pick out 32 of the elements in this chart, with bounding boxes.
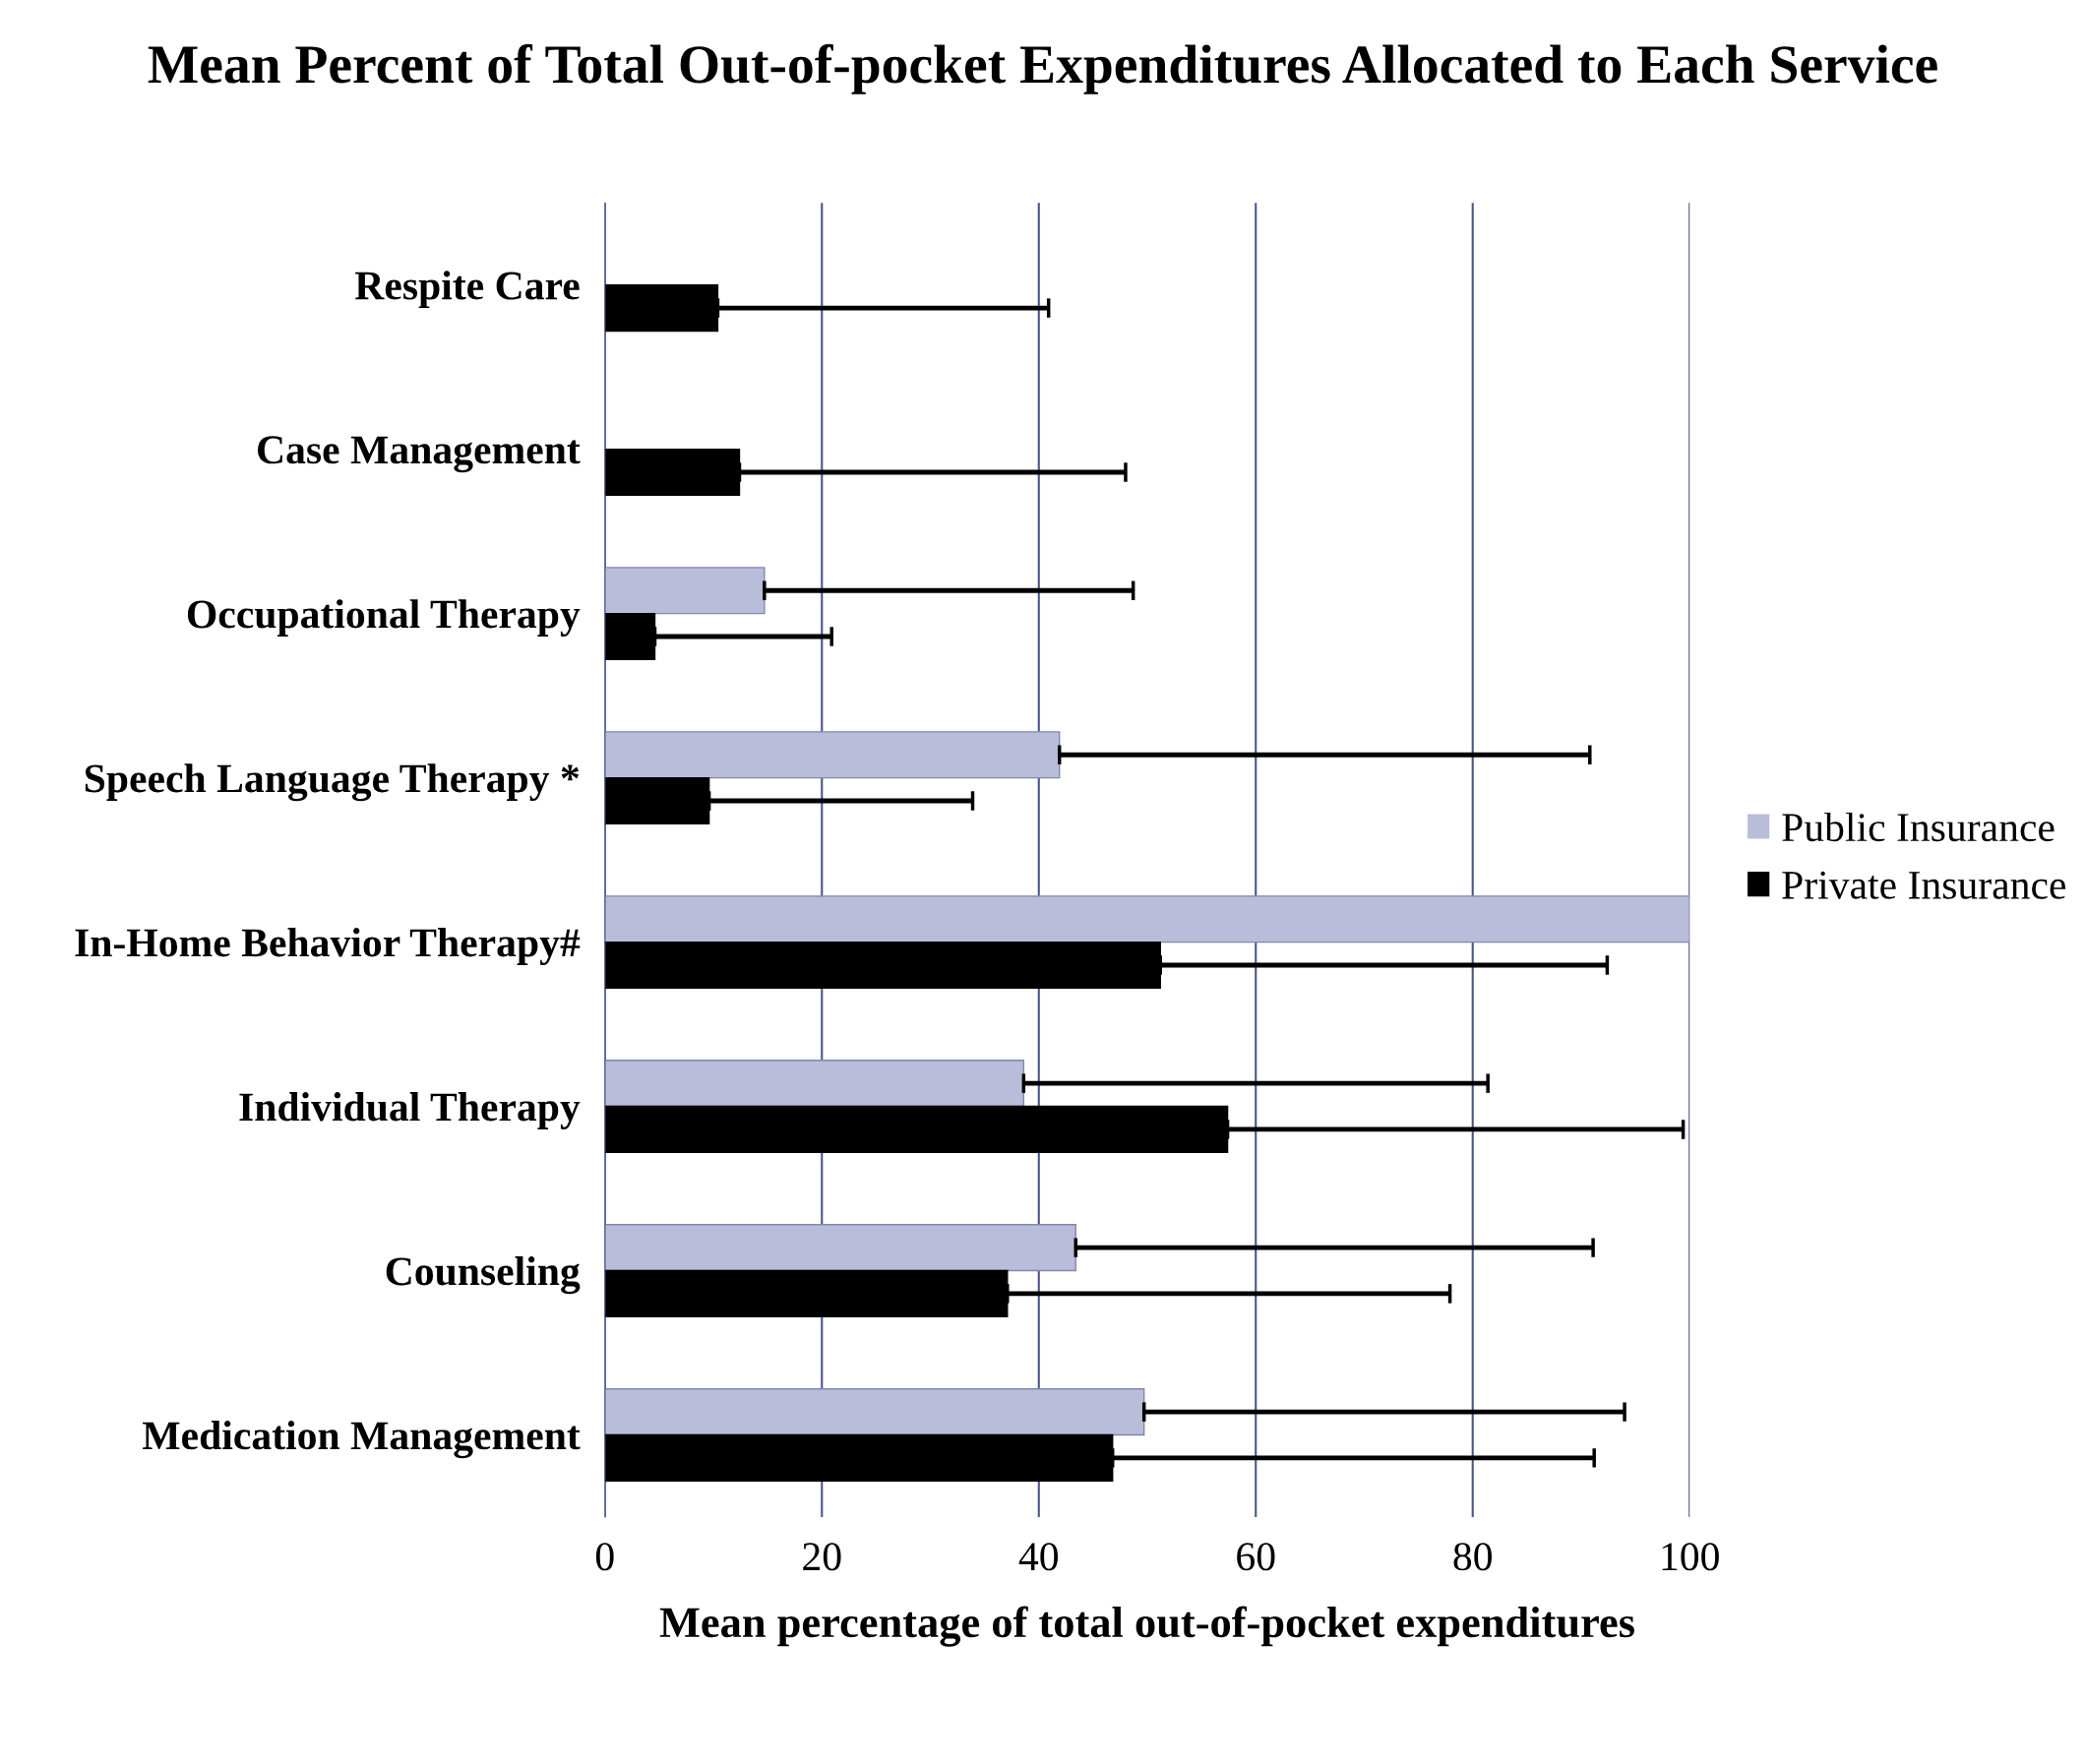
- bar: [604, 1388, 1145, 1436]
- chart-title: Mean Percent of Total Out-of-pocket Expenditures Allocated to Each Service: [148, 43, 1937, 94]
- y-tick-label: Occupational Therapy: [187, 599, 581, 638]
- x-tick-label: 0: [595, 1543, 614, 1571]
- bar: [604, 612, 656, 661]
- x-tick-label: 20: [803, 1543, 841, 1571]
- bar: [604, 567, 766, 615]
- y-tick-label: Respite Care: [354, 271, 580, 309]
- bar: [604, 283, 719, 333]
- bar: [604, 1105, 1229, 1153]
- x-tick-label: 40: [1018, 1543, 1058, 1571]
- x-tick-label: 80: [1453, 1543, 1492, 1571]
- bar: [604, 941, 1161, 990]
- bar: [604, 1224, 1076, 1272]
- bar: [604, 1269, 1009, 1317]
- y-tick-label: In-Home Behavior Therapy#: [75, 928, 581, 966]
- x-tick-label: 60: [1237, 1543, 1275, 1571]
- bar: [604, 776, 710, 825]
- bar: [604, 448, 741, 497]
- y-tick-label: Speech Language Therapy *: [85, 763, 580, 802]
- legend-label: Public Insurance: [1782, 812, 2055, 842]
- bar: [604, 1060, 1025, 1108]
- bar: [604, 731, 1061, 779]
- bar: [604, 1433, 1114, 1482]
- y-tick-label: Individual Therapy: [239, 1092, 581, 1129]
- y-tick-label: Medication Management: [143, 1421, 581, 1459]
- y-tick-label: Case Management: [258, 436, 581, 473]
- y-tick-label: Counseling: [386, 1256, 581, 1295]
- bar: [604, 895, 1690, 943]
- x-axis-title: Mean percentage of total out-of-pocket expenditures: [659, 1606, 1634, 1647]
- x-tick-label: 100: [1662, 1543, 1719, 1571]
- legend-label: Private Insurance: [1782, 871, 2066, 899]
